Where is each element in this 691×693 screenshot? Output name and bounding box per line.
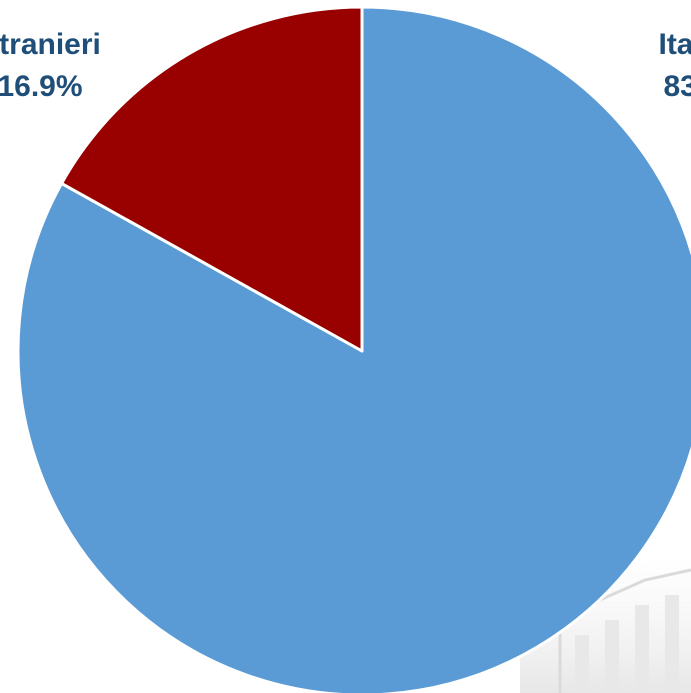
label-stranieri-value: 16.9% bbox=[0, 70, 83, 103]
label-stranieri-name: Stranieri bbox=[0, 28, 101, 61]
label-italiani-name: Italiani bbox=[658, 28, 691, 61]
pie-slices bbox=[16, 5, 691, 693]
pie-slice-italiani bbox=[16, 5, 691, 693]
building-watermark bbox=[520, 550, 691, 693]
label-italiani-value: 83.1% bbox=[663, 70, 691, 103]
pie-slice-stranieri bbox=[60, 5, 364, 353]
